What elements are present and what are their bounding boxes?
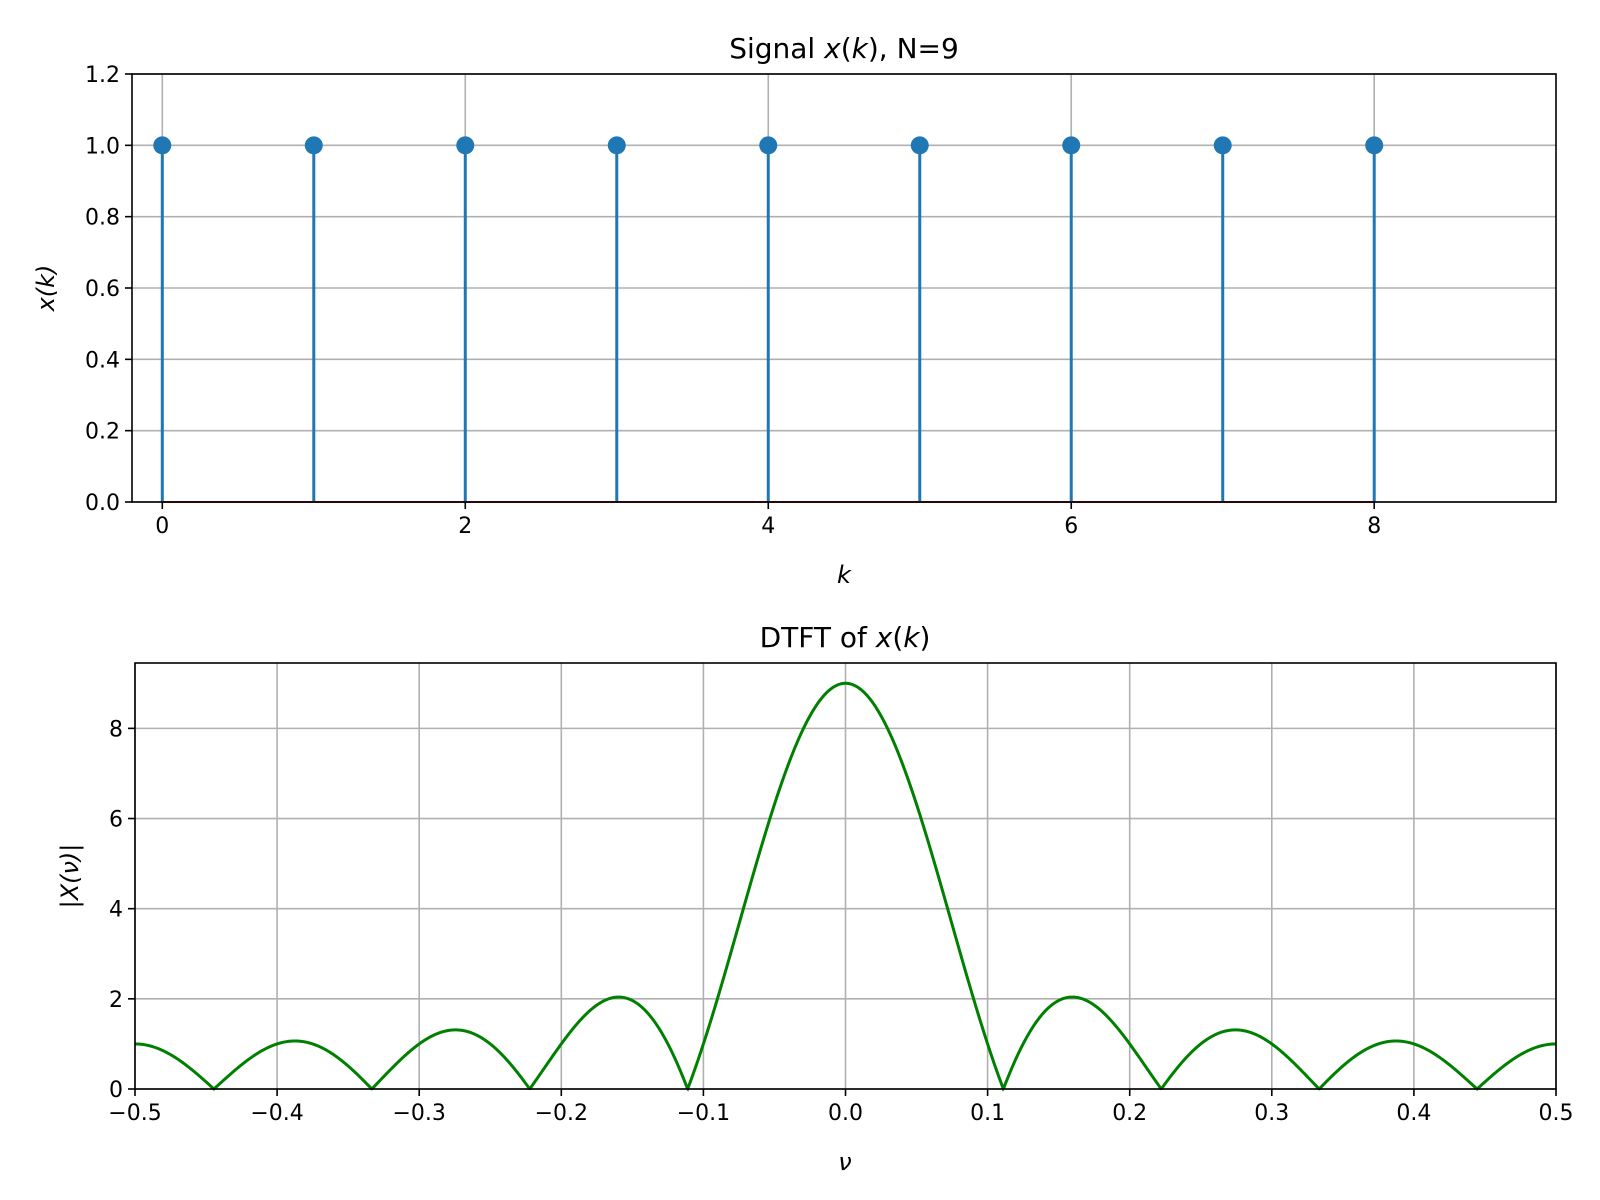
x-tick-label: 8 (1367, 514, 1381, 539)
x-tick-label: −0.4 (250, 1101, 303, 1126)
x-tick-label: 0.2 (1112, 1101, 1147, 1126)
x-tick-label: 4 (761, 514, 775, 539)
dtft-title-prefix: DTFT of (760, 621, 876, 654)
stem-marker (153, 136, 172, 155)
dtft-line-chart: −0.5 −0.4 −0.3 −0.2 −0.1 0.0 0.1 0.2 0.3 0.4 0.5 0 2… (56, 621, 1574, 1176)
y-tick-label: 0.8 (85, 206, 120, 231)
signal-title-k: k (852, 32, 870, 65)
y-tick-label: 0.2 (85, 420, 120, 445)
signal-stem-chart: 0 2 4 6 80.00.20.40.60.81.01.2 Signal x(k), … (32, 32, 1557, 589)
x-tick-label: −0.2 (535, 1101, 588, 1126)
stem-marker (1213, 136, 1232, 155)
x-tick-label: 0.1 (970, 1101, 1005, 1126)
y-tick-label: 0.0 (85, 491, 120, 516)
y-tick-label: 0.4 (85, 348, 120, 373)
y-tick-label: 8 (109, 717, 123, 742)
stem-marker (304, 136, 323, 155)
y-tick-label: 4 (109, 898, 123, 923)
x-tick-label: 0.5 (1539, 1101, 1574, 1126)
stem-marker (910, 136, 929, 155)
x-tick-label: 0.3 (1254, 1101, 1289, 1126)
signal-title-math: x (823, 32, 841, 65)
y-tick-label: 1.2 (85, 63, 120, 88)
signal-title-suffix: ), N=9 (868, 32, 959, 65)
signal-title-paren: ( (841, 32, 852, 65)
dtft-title-paren: ( (892, 621, 903, 654)
signal-x-axis-label: k (837, 561, 852, 589)
dtft-title-close: ) (919, 621, 930, 654)
stem-marker (759, 136, 778, 155)
x-tick-label: 2 (458, 514, 472, 539)
stem-marker (1365, 136, 1384, 155)
x-tick-label: 0.0 (828, 1101, 863, 1126)
y-tick-label: 2 (109, 988, 123, 1013)
dtft-title-x: x (875, 621, 893, 654)
dtft-chart-title: DTFT of x(k) (760, 621, 931, 654)
y-tick-label: 0 (109, 1078, 123, 1103)
dtft-x-axis-label: ν (838, 1148, 851, 1176)
x-tick-label: 0 (155, 514, 169, 539)
stem-marker (607, 136, 626, 155)
x-tick-label: −0.5 (108, 1101, 161, 1126)
stem-marker (456, 136, 475, 155)
y-tick-label: 6 (109, 808, 123, 833)
y-tick-label: 0.6 (85, 277, 120, 302)
signal-title-prefix: Signal (729, 32, 824, 65)
stem-marker (1062, 136, 1081, 155)
signal-y-axis-label: x(k) (32, 265, 60, 313)
dtft-y-axis-label: |X(ν)| (56, 844, 84, 909)
y-tick-label: 1.0 (85, 134, 120, 159)
dtft-title-k: k (903, 621, 921, 654)
x-tick-label: 0.4 (1396, 1101, 1431, 1126)
x-tick-label: 6 (1064, 514, 1078, 539)
x-tick-label: −0.3 (392, 1101, 445, 1126)
signal-chart-title: Signal x(k), N=9 (729, 32, 959, 65)
x-tick-label: −0.1 (677, 1101, 730, 1126)
